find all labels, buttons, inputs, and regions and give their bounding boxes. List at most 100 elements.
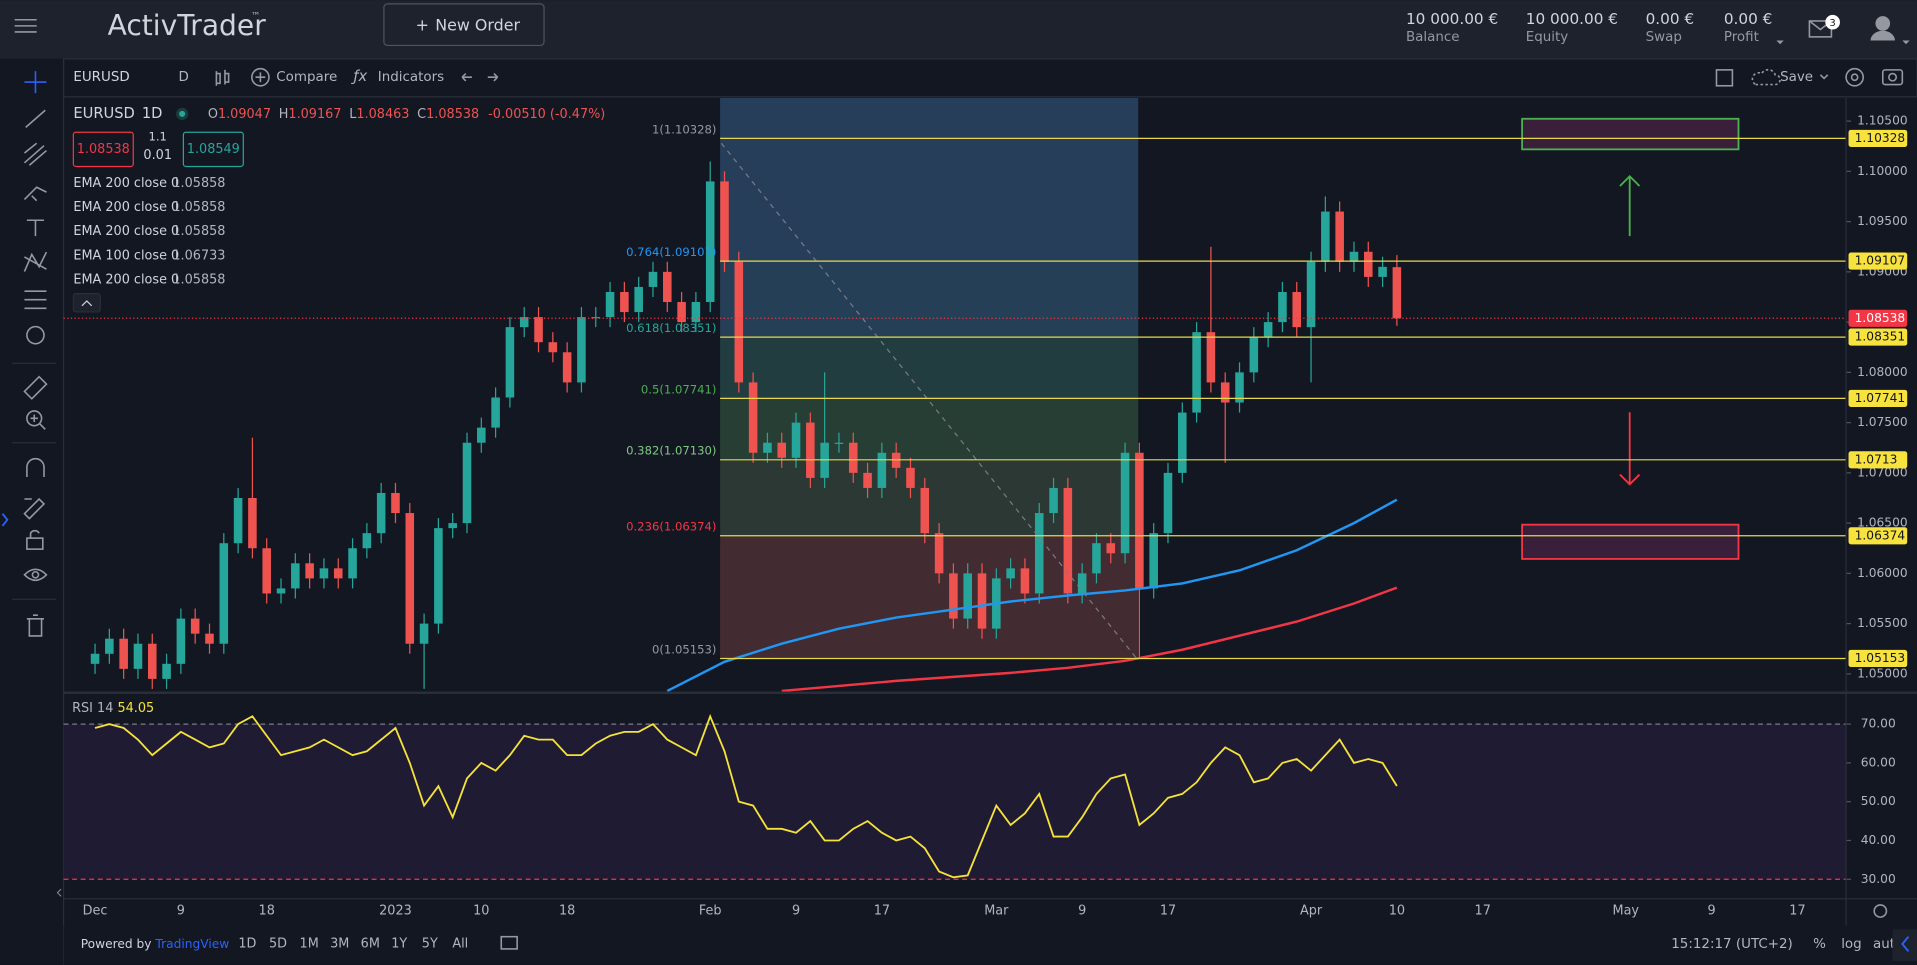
price-tag-label: 1.09107 [1855, 254, 1906, 268]
stat-label: Equity [1526, 30, 1569, 45]
price-tag-label: 1.05153 [1855, 651, 1906, 665]
candle-body [734, 261, 744, 383]
range-button[interactable]: 6M [361, 937, 380, 952]
x-tick-label: 9 [177, 904, 185, 919]
dropdown-arrow [1902, 40, 1910, 45]
magnet-tool[interactable] [26, 457, 45, 477]
candle-body [1020, 568, 1030, 594]
candle-body [1321, 211, 1330, 262]
fib-label: 0.236(1.06374) [626, 520, 716, 534]
candle-body [419, 623, 429, 644]
fib-trend-line[interactable] [720, 142, 1139, 661]
y-tick-label: 1.08000 [1857, 365, 1908, 379]
candle-body [1349, 251, 1359, 262]
indicator-name: EMA 200 close 0 [73, 272, 179, 287]
interval-button[interactable]: D [178, 70, 188, 85]
y-tick-label: 1.06500 [1857, 516, 1908, 530]
save-button[interactable]: Save [1780, 70, 1813, 85]
down-arrow[interactable] [1619, 412, 1641, 486]
log-toggle[interactable]: log [1841, 937, 1861, 952]
lock-tool[interactable] [26, 537, 44, 550]
collapse-panel[interactable] [1892, 929, 1917, 962]
stay-drawing-tool[interactable] [23, 497, 46, 520]
target-zone[interactable] [1521, 117, 1740, 151]
save-menu[interactable] [1819, 74, 1829, 80]
candle-body [248, 497, 257, 549]
stat-label: Balance [1406, 30, 1460, 45]
settings-icon [1850, 73, 1859, 82]
zoom-tool[interactable] [26, 410, 43, 427]
trendline-tool[interactable] [25, 109, 46, 128]
x-tick-label: 17 [1160, 904, 1176, 919]
stop-zone[interactable] [1521, 523, 1740, 560]
menu-icon [14, 18, 37, 33]
fib-overlay [720, 97, 1139, 659]
up-arrow[interactable] [1619, 174, 1641, 237]
y-tick-label: 1.07000 [1857, 465, 1908, 479]
compare-button[interactable]: Compare [276, 70, 337, 85]
drawing-toolbar [0, 58, 64, 965]
candle-body [376, 492, 386, 534]
y-tick-label: 40.00 [1861, 833, 1896, 847]
candle-body [434, 528, 443, 624]
sell-price: 1.08538 [77, 142, 130, 157]
compare-icon[interactable] [251, 67, 270, 87]
brush-tool[interactable] [23, 186, 47, 202]
candle-body [319, 568, 329, 579]
indicators-button[interactable]: Indicators [378, 70, 444, 85]
candle-body [534, 317, 543, 343]
price-tag-label: 1.0713 [1855, 452, 1898, 466]
mail-button[interactable]: 3 [1808, 14, 1840, 38]
expand-toolbar[interactable] [1, 513, 9, 527]
undo-redo[interactable] [461, 72, 499, 82]
buy-button[interactable] [182, 131, 244, 168]
icon-tool[interactable] [26, 325, 45, 345]
chart-type-button[interactable] [215, 69, 230, 86]
ohlc-label: C [417, 106, 426, 121]
rsi-value: 54.05 [117, 701, 154, 716]
symbol-button[interactable]: EURUSD [73, 70, 129, 85]
range-button[interactable]: 5Y [422, 937, 438, 952]
hide-tool[interactable] [23, 568, 48, 582]
range-button[interactable]: 1D [238, 937, 256, 952]
range-button[interactable]: All [452, 937, 468, 952]
candle-body [691, 302, 701, 323]
settings-button[interactable] [1845, 67, 1865, 87]
candle-body [1378, 266, 1387, 277]
fib-tool[interactable] [24, 290, 47, 310]
candle-body [848, 442, 858, 473]
candle-body [1335, 211, 1344, 262]
badge-count: 3 [1830, 18, 1836, 29]
range-button[interactable]: 1Y [391, 937, 407, 952]
sell-button[interactable] [72, 131, 134, 168]
fullscreen-button[interactable] [1715, 69, 1734, 87]
crosshair-tool[interactable] [24, 71, 47, 94]
range-button[interactable]: 3M [330, 937, 349, 952]
x-tick-label: 18 [559, 904, 575, 919]
scroll-left[interactable] [56, 888, 62, 897]
measure-tool[interactable] [23, 375, 48, 400]
candle-body [1206, 332, 1216, 383]
pattern-tool[interactable] [23, 251, 48, 272]
avatar[interactable] [1870, 16, 1895, 41]
candle-body [1049, 487, 1058, 514]
lot: 0.01 [143, 148, 172, 163]
screenshot-button[interactable] [1881, 69, 1904, 86]
goto-date[interactable] [500, 935, 518, 950]
indicators-icon: ƒx [350, 68, 367, 85]
text-tool[interactable] [26, 219, 45, 237]
new-order-button[interactable]: + New Order [383, 3, 545, 47]
candle-body [1306, 261, 1316, 328]
candle-body [1106, 543, 1116, 554]
candle-body [448, 523, 457, 529]
candle-body [977, 573, 987, 629]
delete-tool[interactable] [26, 614, 45, 637]
menu-button[interactable] [14, 18, 37, 33]
range-button[interactable]: 5D [269, 937, 287, 952]
axis-settings[interactable] [1873, 904, 1888, 918]
pitchfork-tool[interactable] [23, 142, 47, 166]
range-button[interactable]: 1M [300, 937, 319, 952]
collapse-legend[interactable] [72, 293, 101, 313]
brand-link[interactable]: TradingView [154, 937, 229, 951]
percent-toggle[interactable]: % [1813, 937, 1826, 952]
